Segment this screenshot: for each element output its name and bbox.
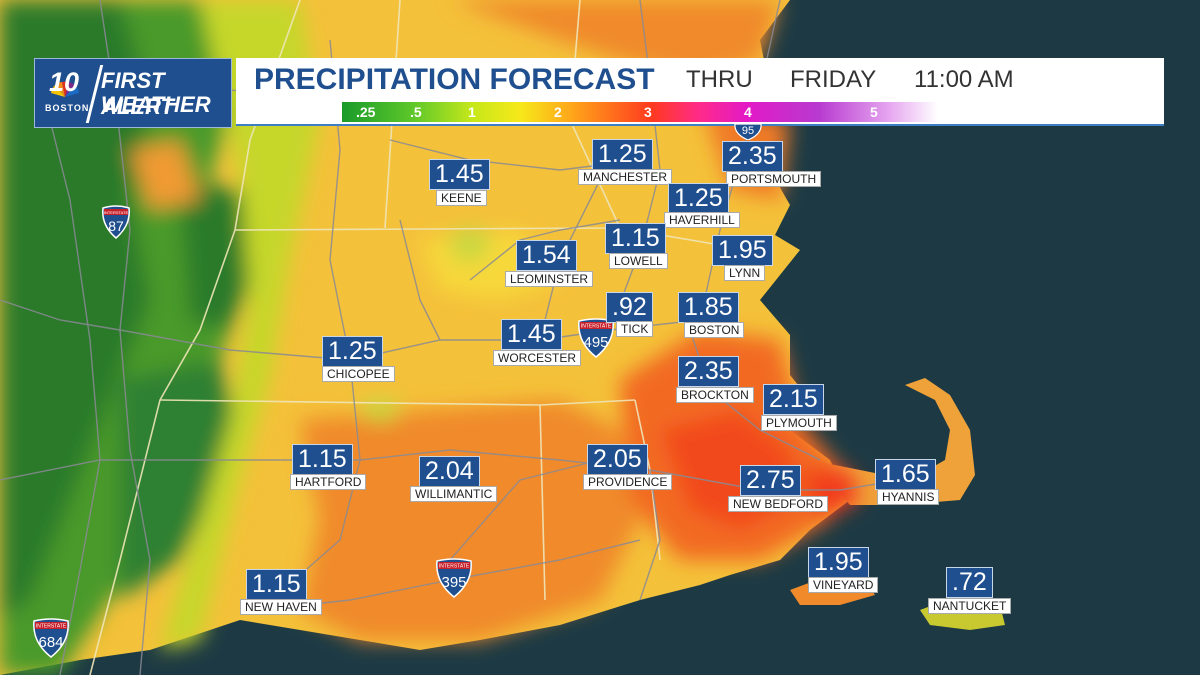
city-label-providence: 2.05 PROVIDENCE	[583, 444, 673, 490]
city-name: TICK	[616, 321, 654, 337]
title-bar: PRECIPITATION FORECAST THRU FRIDAY 11:00…	[236, 58, 1164, 100]
city-name: LEOMINSTER	[505, 271, 594, 287]
city-name: NEW BEDFORD	[728, 496, 828, 512]
interstate-number: 395	[441, 574, 466, 591]
city-label-new-haven: 1.15 NEW HAVEN	[240, 569, 322, 615]
city-label-lynn: 1.95 LYNN	[712, 235, 773, 281]
city-name: KEENE	[436, 190, 487, 206]
color-legend: .25 .5 1 2 3 4 5	[236, 100, 1164, 126]
precip-value: 1.45	[501, 319, 562, 350]
city-name: WILLIMANTIC	[410, 486, 498, 502]
interstate-label: INTERSTATE	[104, 210, 129, 215]
city-label-haverhill: 1.25 HAVERHILL	[664, 183, 740, 228]
city-label-chicopee: 1.25 CHICOPEE	[322, 336, 395, 382]
precip-value: 1.25	[322, 336, 383, 367]
city-label-vineyard: 1.95 VINEYARD	[808, 547, 879, 593]
city-label-manchester: 1.25 MANCHESTER	[578, 139, 673, 185]
interstate-label: INTERSTATE	[581, 324, 612, 330]
city-label-plymouth: 2.15 PLYMOUTH	[761, 384, 837, 431]
precip-value: 2.35	[678, 356, 739, 387]
precip-value: 1.15	[292, 444, 353, 475]
precip-value: .72	[946, 567, 993, 598]
city-label-boston: 1.85 BOSTON	[678, 292, 745, 338]
precip-value: 1.25	[668, 183, 729, 214]
city-name: LOWELL	[609, 253, 668, 269]
city-name: CHICOPEE	[322, 366, 395, 382]
logo-city: BOSTON	[45, 103, 90, 113]
interstate-87-shield: INTERSTATE 87	[102, 205, 130, 239]
precip-value: 2.75	[740, 465, 801, 496]
city-name: MANCHESTER	[578, 169, 673, 185]
logo-line-weather: WEATHER	[101, 92, 211, 117]
title-thru: THRU	[686, 66, 753, 93]
precip-value: 1.25	[592, 139, 653, 170]
interstate-label: INTERSTATE	[439, 564, 470, 570]
interstate-395-shield: INTERSTATE 395	[436, 558, 472, 598]
precip-value: 1.54	[516, 240, 577, 271]
legend-label: 2	[554, 104, 562, 120]
interstate-number: 495	[583, 334, 608, 351]
city-label-keene: 1.45 KEENE	[429, 159, 490, 206]
legend-label: 4	[744, 104, 752, 120]
legend-label: .25	[356, 104, 376, 120]
legend-gradient	[342, 102, 938, 122]
city-label-lowell: 1.15 LOWELL	[605, 223, 668, 269]
interstate-number: 95	[742, 125, 754, 137]
station-logo: 10 BOSTON FIRST ALERT WEATHER	[34, 58, 232, 128]
city-name: NEW HAVEN	[240, 599, 322, 615]
city-label-new-bedford: 2.75 NEW BEDFORD	[728, 465, 828, 512]
precip-value: 2.15	[763, 384, 824, 415]
city-label-willimantic: 2.04 WILLIMANTIC	[410, 456, 498, 502]
city-name: LYNN	[724, 265, 766, 281]
interstate-number: 684	[38, 634, 63, 651]
legend-label: 3	[644, 104, 652, 120]
precip-value: 2.04	[419, 456, 480, 487]
city-label-nantucket: .72 NANTUCKET	[928, 567, 1012, 614]
city-name: BROCKTON	[676, 387, 754, 403]
legend-label: .5	[410, 104, 422, 120]
city-label-worcester: 1.45 WORCESTER	[493, 319, 581, 366]
precip-value: 1.85	[678, 292, 739, 323]
city-label-brockton: 2.35 BROCKTON	[676, 356, 754, 403]
city-name: PORTSMOUTH	[726, 171, 822, 187]
precip-value: 2.35	[722, 141, 783, 172]
peacock-icon	[51, 81, 79, 97]
precip-value: 1.45	[429, 159, 490, 190]
precip-value: 1.15	[246, 569, 307, 600]
map-title: PRECIPITATION FORECAST	[254, 63, 655, 96]
logo-number: 10	[49, 67, 80, 97]
title-day: FRIDAY	[790, 66, 877, 93]
interstate-label: INTERSTATE	[36, 624, 67, 630]
title-time: 11:00 AM	[914, 66, 1014, 93]
precip-value: 1.15	[605, 223, 666, 254]
precip-value: .92	[606, 292, 653, 323]
legend-label: 1	[468, 104, 476, 120]
city-label-leominster: 1.54 LEOMINSTER	[505, 240, 594, 287]
city-name: HAVERHILL	[664, 212, 740, 228]
precip-value: 2.05	[587, 444, 648, 475]
logo-line-first-alert: FIRST ALERT	[101, 68, 174, 119]
city-name: HARTFORD	[290, 474, 367, 490]
interstate-number: 87	[108, 218, 124, 234]
precip-value: 1.95	[808, 547, 869, 578]
interstate-495-shield: INTERSTATE 495	[578, 318, 614, 358]
city-label-portsmouth: 2.35 PORTSMOUTH	[722, 141, 822, 187]
city-name: NANTUCKET	[928, 598, 1012, 614]
city-name: VINEYARD	[808, 577, 879, 593]
precip-value: 1.65	[875, 459, 936, 490]
city-name: WORCESTER	[493, 350, 581, 366]
city-name: PROVIDENCE	[583, 474, 673, 490]
city-name: HYANNIS	[877, 489, 940, 505]
city-label-natick: .92 TICK	[606, 292, 654, 337]
city-name: BOSTON	[684, 322, 745, 338]
interstate-684-shield: INTERSTATE 684	[33, 618, 69, 658]
precip-value: 1.95	[712, 235, 773, 266]
legend-label: 5	[870, 104, 878, 120]
city-label-hyannis: 1.65 HYANNIS	[875, 459, 940, 505]
city-name: PLYMOUTH	[761, 415, 837, 431]
interstate-95-shield: 95	[734, 124, 762, 140]
city-label-hartford: 1.15 HARTFORD	[290, 444, 367, 490]
